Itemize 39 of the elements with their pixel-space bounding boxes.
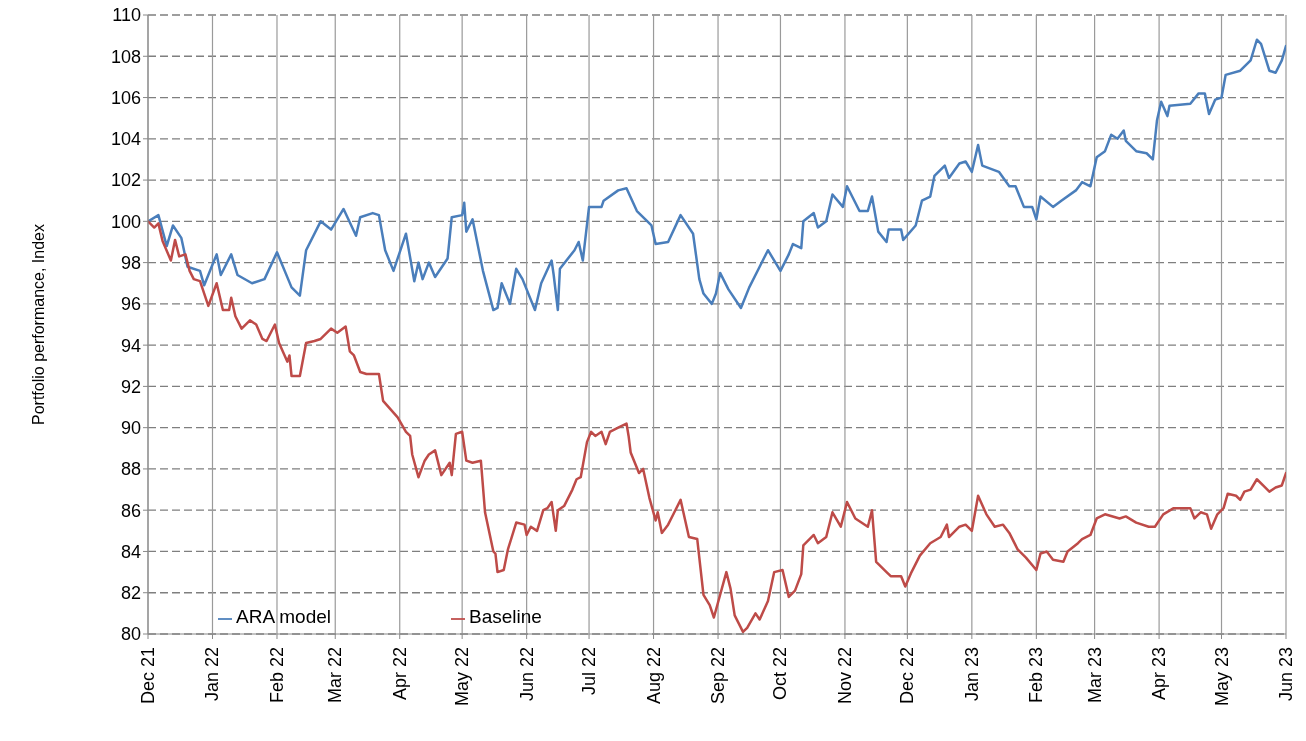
- y-tick-label: 80: [120, 624, 141, 645]
- legend-label: Baseline: [469, 606, 542, 627]
- x-tick-label: Jan 22: [202, 647, 223, 702]
- y-tick-label: 84: [120, 541, 141, 562]
- x-tick-label: May 22: [452, 647, 473, 707]
- y-axis-title: Portfolio performance, Index: [29, 224, 47, 425]
- y-tick-label: 94: [120, 335, 141, 356]
- x-tick-label: Jun 23: [1276, 647, 1296, 702]
- y-tick-label: 96: [120, 294, 141, 315]
- x-tick-label: Mar 23: [1084, 647, 1105, 704]
- x-tick-label: May 23: [1211, 647, 1232, 707]
- x-tick-label: Jul 22: [579, 647, 600, 696]
- y-tick-label: 90: [120, 418, 141, 439]
- y-tick-label: 86: [120, 500, 141, 521]
- line-series: [148, 38, 1286, 312]
- y-tick-label: 104: [110, 129, 141, 150]
- x-tick-label: Feb 22: [266, 647, 287, 704]
- y-tick-label: 108: [110, 46, 141, 67]
- x-tick-label: Sep 22: [708, 647, 729, 705]
- x-tick-label: Aug 22: [643, 647, 664, 705]
- y-tick-label: 88: [120, 459, 141, 480]
- x-tick-label: Jan 23: [961, 647, 982, 702]
- y-tick-label: 82: [120, 583, 141, 604]
- x-tick-label: Apr 22: [389, 647, 410, 701]
- y-tick-label: 106: [110, 87, 141, 108]
- x-tick-label: Feb 23: [1026, 647, 1047, 704]
- legend-label: ARA model: [236, 606, 332, 627]
- x-tick-label: Apr 23: [1149, 647, 1170, 701]
- y-tick-label: 98: [120, 252, 141, 273]
- y-tick-label: 100: [110, 211, 141, 232]
- x-tick-label: Mar 22: [325, 647, 346, 704]
- x-tick-label: Dec 21: [138, 647, 158, 705]
- x-tick-label: Dec 22: [897, 647, 918, 705]
- x-tick-label: Nov 22: [834, 647, 855, 705]
- x-tick-label: Oct 22: [770, 647, 791, 701]
- y-tick-label: 92: [120, 376, 141, 397]
- y-tick-label: 102: [110, 170, 141, 191]
- x-tick-label: Jun 22: [516, 647, 537, 702]
- y-tick-label: 110: [112, 5, 141, 26]
